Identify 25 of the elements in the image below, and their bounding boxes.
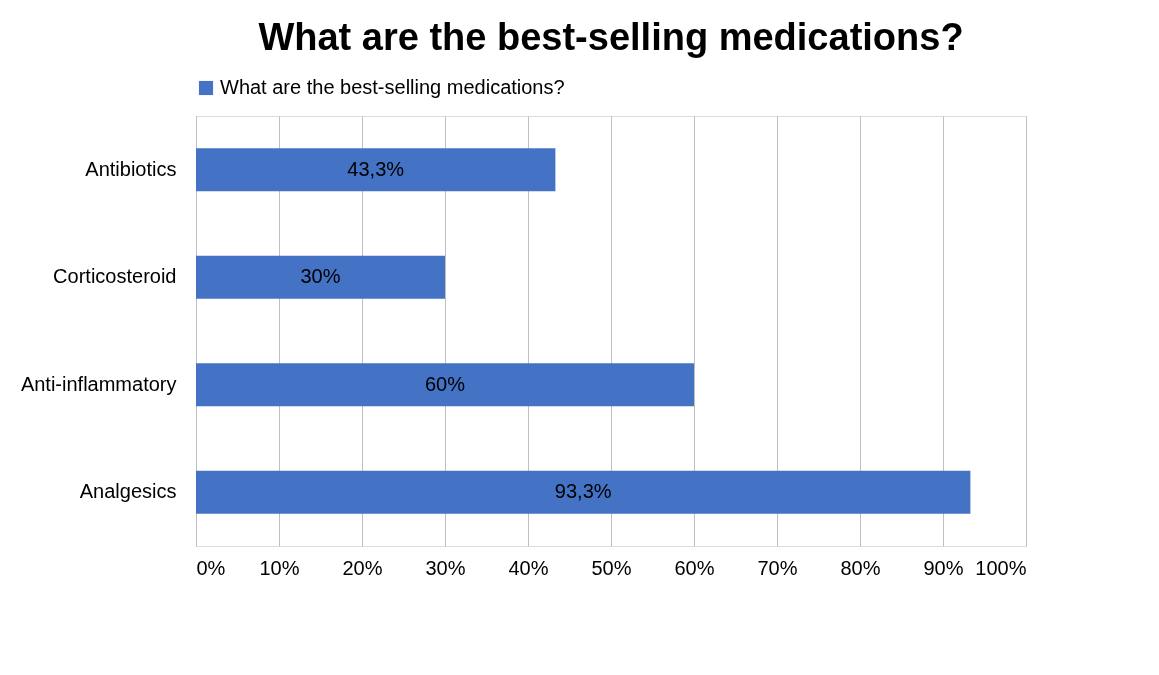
y-tick-label: Antibiotics <box>85 157 177 180</box>
bar <box>196 148 556 192</box>
x-tick-label: 60% <box>674 556 715 579</box>
x-tick-label: 0% <box>196 556 226 579</box>
y-tick-label: Corticosteroid <box>53 265 177 288</box>
x-tick-label: 20% <box>342 556 383 579</box>
legend-label: What are the best-selling medications? <box>220 76 565 98</box>
x-tick-label: 10% <box>259 556 300 579</box>
bar <box>196 255 445 299</box>
x-tick-label: 40% <box>508 556 549 579</box>
y-tick-label: Anti-inflammatory <box>20 372 177 395</box>
data-label: 30% <box>300 265 341 288</box>
chart-title: What are the best-selling medications? <box>258 16 964 58</box>
y-tick-label: Analgesics <box>79 480 177 503</box>
x-tick-label: 80% <box>840 556 881 579</box>
data-label: 43,3% <box>347 157 405 180</box>
data-label: 60% <box>424 372 466 395</box>
bar <box>196 470 971 514</box>
x-tick-label: 90% <box>923 556 964 579</box>
bar <box>196 363 694 407</box>
x-tick-label: 30% <box>425 556 466 579</box>
data-label: 93,3% <box>554 480 612 503</box>
x-tick-label: 50% <box>591 556 632 579</box>
x-tick-label: 100% <box>975 556 1027 579</box>
x-tick-label: 70% <box>757 556 798 579</box>
